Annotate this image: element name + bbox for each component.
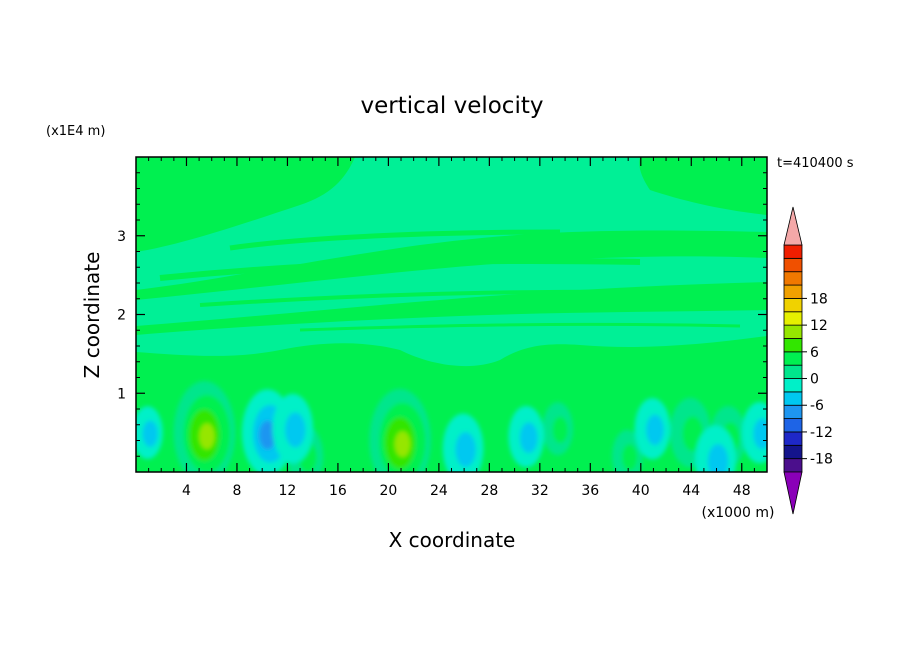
x-tick-label-36: 36 <box>581 483 599 499</box>
y-units-label: (x1E4 m) <box>46 124 105 139</box>
y-axis: 1 2 3 <box>117 172 767 457</box>
x-tick-label-4: 4 <box>182 483 191 499</box>
colorbar-level-4 <box>783 418 803 433</box>
velocity-cell-1-ring-3 <box>394 431 411 457</box>
time-label: t=410400 s <box>777 156 854 171</box>
colorbar-label--6: -6 <box>810 398 824 414</box>
colorbar-high-triangle <box>783 206 803 246</box>
colorbar-level-1 <box>783 458 803 473</box>
x-tick-label-20: 20 <box>379 483 397 499</box>
colorbar-level-9 <box>783 351 803 366</box>
colorbar-level-13 <box>783 298 803 313</box>
colorbar-level-6 <box>783 391 803 406</box>
velocity-cell-9-ring-1 <box>455 432 476 467</box>
x-axis-label: X coordinate <box>389 528 516 552</box>
colorbar: 18 12 6 0 -6 -12 -18 <box>783 206 833 515</box>
x-axis: 4 8 12 16 20 24 28 32 36 40 44 48 <box>148 157 755 499</box>
velocity-cell-0-ring-3 <box>199 423 215 450</box>
y-axis-label: Z coordinate <box>80 252 104 379</box>
velocity-cell-8-ring-1 <box>285 412 306 448</box>
colorbar-level-5 <box>783 404 803 419</box>
colorbar-label--12: -12 <box>810 425 833 441</box>
colorbar-level-16 <box>783 257 803 273</box>
colorbar-label-6: 6 <box>810 345 819 361</box>
x-tick-label-16: 16 <box>329 483 347 499</box>
x-tick-label-44: 44 <box>682 483 700 499</box>
x-units-label: (x1000 m) <box>702 505 775 521</box>
x-tick-label-8: 8 <box>232 483 241 499</box>
velocity-cell-3-ring-1 <box>682 416 703 452</box>
colorbar-label-12: 12 <box>810 318 828 334</box>
contour-field <box>136 157 767 472</box>
velocity-cell-14-ring-1 <box>142 420 158 448</box>
colorbar-level-17 <box>783 244 803 259</box>
weak-downdraft-band-middle <box>136 256 767 326</box>
velocity-cell-6-ring-1 <box>552 416 568 444</box>
colorbar-level-8 <box>783 364 803 379</box>
colorbar-label-18: 18 <box>810 291 828 307</box>
velocity-cell-10-ring-1 <box>519 422 538 454</box>
velocity-cell-5-ring-1 <box>622 444 638 471</box>
x-tick-label-48: 48 <box>733 483 751 499</box>
colorbar-level-11 <box>783 324 803 339</box>
colorbar-level-10 <box>783 338 803 353</box>
colorbar-level-15 <box>783 271 803 286</box>
colorbar-low-triangle <box>783 471 803 515</box>
colorbar-level-3 <box>783 431 803 446</box>
x-tick-label-32: 32 <box>531 483 549 499</box>
x-tick-label-40: 40 <box>632 483 650 499</box>
velocity-cell-12-ring-1 <box>707 443 729 472</box>
y-tick-label-1: 1 <box>117 386 126 402</box>
colorbar-label-0: 0 <box>810 372 819 388</box>
y-tick-label-2: 2 <box>117 308 126 324</box>
colorbar-level-2 <box>783 444 803 460</box>
x-tick-label-28: 28 <box>480 483 498 499</box>
chart-title: vertical velocity <box>361 93 544 119</box>
colorbar-level-12 <box>783 311 803 326</box>
x-tick-label-24: 24 <box>430 483 448 499</box>
velocity-cell-7-ring-2 <box>258 420 277 450</box>
y-tick-label-3: 3 <box>117 229 126 245</box>
colorbar-level-7 <box>783 378 803 393</box>
velocity-cell-13-ring-1 <box>753 418 767 450</box>
velocity-cell-11-ring-1 <box>646 414 664 446</box>
colorbar-level-14 <box>783 284 803 299</box>
weak-downdraft-band-upper <box>136 157 767 290</box>
colorbar-label--18: -18 <box>810 452 833 468</box>
x-tick-label-12: 12 <box>279 483 297 499</box>
